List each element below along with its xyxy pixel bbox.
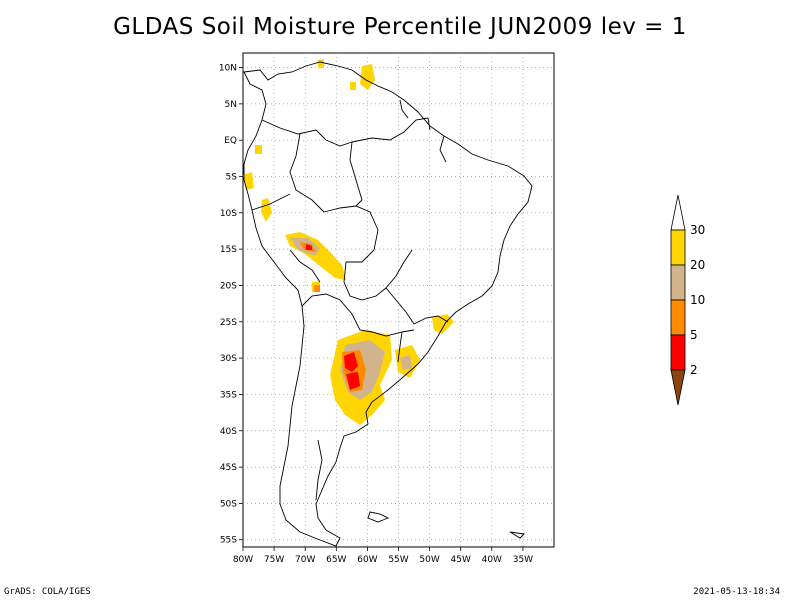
colorbar-segment bbox=[670, 229, 686, 266]
lon-tick-label: 65W bbox=[326, 555, 346, 565]
colorbar-arrow-bottom bbox=[670, 369, 686, 406]
lon-tick-label: 75W bbox=[264, 555, 284, 565]
lat-tick-label: 50S bbox=[220, 499, 237, 509]
colorbar-arrow-top bbox=[670, 194, 686, 231]
lon-tick-label: 80W bbox=[233, 555, 253, 565]
lat-tick-label: 15S bbox=[220, 245, 237, 255]
lat-tick-label: 10N bbox=[219, 64, 237, 74]
colorbar-label: 30 bbox=[690, 223, 705, 237]
lat-tick-label: 55S bbox=[220, 536, 237, 546]
shading-percentile-5 bbox=[306, 244, 360, 390]
lon-tick-label: 50W bbox=[419, 555, 439, 565]
lon-tick-label: 70W bbox=[295, 555, 315, 565]
colorbar-segment bbox=[670, 334, 686, 371]
lon-tick-label: 45W bbox=[451, 555, 471, 565]
lat-tick-label: 5N bbox=[225, 100, 237, 110]
colorbar-segment bbox=[670, 264, 686, 301]
colorbar-label: 2 bbox=[690, 363, 698, 377]
coastline-and-borders bbox=[243, 61, 533, 547]
lat-tick-label: 40S bbox=[220, 427, 237, 437]
soil-moisture-shading bbox=[243, 59, 454, 425]
lon-tick-label: 40W bbox=[482, 555, 502, 565]
grads-credit: GrADS: COLA/IGES bbox=[4, 587, 91, 597]
lat-tick-label: EQ bbox=[224, 136, 237, 146]
longitude-axis: 80W 75W 70W 65W 60W 55W 50W 45W 40W 35W bbox=[233, 547, 533, 565]
latitude-axis: 10N 5N EQ 5S 10S 15S 20S 25S 30S 35S 40S 45S 50S 55S bbox=[219, 64, 243, 546]
map-frame bbox=[242, 52, 555, 548]
colorbar: 30 20 10 5 2 bbox=[670, 194, 705, 406]
map-title: GLDAS Soil Moisture Percentile JUN2009 l… bbox=[113, 14, 687, 40]
lon-tick-label: 35W bbox=[513, 555, 533, 565]
graticule bbox=[243, 53, 554, 547]
lat-tick-label: 25S bbox=[220, 318, 237, 328]
lat-tick-label: 5S bbox=[226, 173, 238, 183]
colorbar-label: 5 bbox=[690, 328, 698, 342]
lat-tick-label: 20S bbox=[220, 281, 237, 291]
lat-tick-label: 30S bbox=[220, 354, 237, 364]
lon-tick-label: 55W bbox=[388, 555, 408, 565]
timestamp: 2021-05-13-18:34 bbox=[693, 587, 780, 597]
colorbar-label: 20 bbox=[690, 258, 705, 272]
lat-tick-label: 10S bbox=[220, 209, 237, 219]
colorbar-segment bbox=[670, 299, 686, 336]
lat-tick-label: 35S bbox=[220, 390, 237, 400]
lon-tick-label: 60W bbox=[357, 555, 377, 565]
colorbar-label: 10 bbox=[690, 293, 705, 307]
lat-tick-label: 45S bbox=[220, 463, 237, 473]
